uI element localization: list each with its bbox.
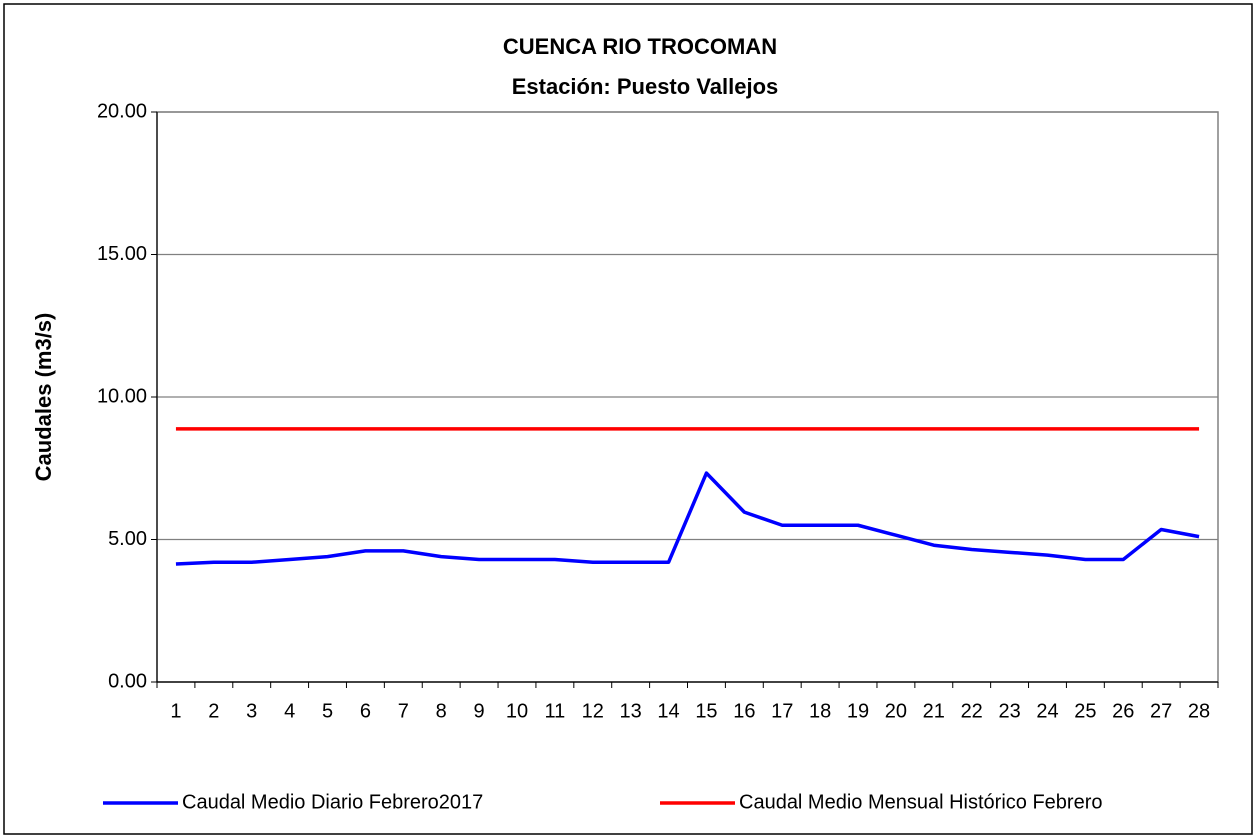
x-tick-label: 11 <box>544 700 565 722</box>
x-tick-label: 12 <box>582 700 604 722</box>
x-tick-label: 23 <box>998 700 1020 722</box>
x-tick-label: 26 <box>1112 700 1134 722</box>
x-tick-label: 27 <box>1150 700 1172 722</box>
chart-subtitle: Estación: Puesto Vallejos <box>512 74 779 99</box>
y-axis-label: Caudales (m3/s) <box>31 313 56 482</box>
y-tick-label: 5.00 <box>108 528 147 550</box>
x-tick-label: 15 <box>695 700 717 722</box>
y-tick-label: 20.00 <box>97 100 147 122</box>
x-tick-label: 13 <box>620 700 642 722</box>
x-tick-label: 18 <box>809 700 831 722</box>
y-tick-label: 15.00 <box>97 243 147 265</box>
x-tick-label: 10 <box>506 700 528 722</box>
x-tick-label: 21 <box>923 700 945 722</box>
x-tick-label: 3 <box>246 700 257 722</box>
x-tick-label: 25 <box>1074 700 1096 722</box>
x-tick-label: 8 <box>436 700 447 722</box>
x-tick-label: 17 <box>771 700 793 722</box>
chart-title: CUENCA RIO TROCOMAN <box>503 34 777 59</box>
x-tick-label: 4 <box>284 700 295 722</box>
x-tick-label: 19 <box>847 700 869 722</box>
y-tick-label: 0.00 <box>108 670 147 692</box>
legend-label: Caudal Medio Mensual Histórico Febrero <box>739 791 1103 813</box>
x-tick-label: 5 <box>322 700 333 722</box>
legend-label: Caudal Medio Diario Febrero2017 <box>182 791 483 813</box>
x-tick-label: 22 <box>961 700 983 722</box>
y-tick-label: 10.00 <box>97 385 147 407</box>
x-tick-label: 7 <box>398 700 409 722</box>
x-tick-label: 1 <box>170 700 181 722</box>
x-tick-label: 24 <box>1036 700 1058 722</box>
series-line <box>175 471 1200 566</box>
x-tick-label: 28 <box>1188 700 1210 722</box>
x-tick-label: 9 <box>474 700 485 722</box>
x-tick-label: 14 <box>657 700 679 722</box>
x-tick-label: 16 <box>733 700 755 722</box>
x-tick-label: 6 <box>360 700 371 722</box>
x-tick-label: 2 <box>208 700 219 722</box>
x-tick-label: 20 <box>885 700 907 722</box>
